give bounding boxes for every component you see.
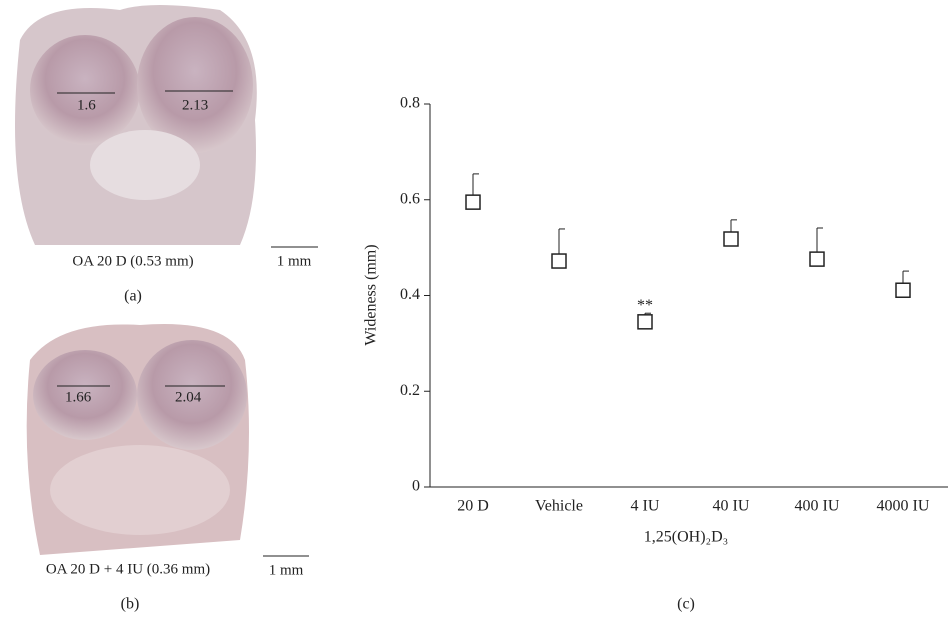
marker: [466, 195, 480, 209]
y-axis-title: Wideness (mm): [363, 244, 380, 345]
panel-label: (b): [121, 596, 140, 613]
x-tick-label: 4000 IU: [877, 498, 930, 515]
annotation: **: [637, 297, 653, 314]
x-axis-title: 1,25(OH)₂D₃: [644, 529, 728, 546]
measure: 2.04: [175, 389, 202, 405]
x-tick-label: 4 IU: [631, 498, 660, 515]
x-tick-label: 400 IU: [795, 498, 840, 515]
marker: [896, 283, 910, 297]
measure: 1.66: [65, 389, 92, 405]
marker: [552, 254, 566, 268]
y-tick-label: 0.6: [400, 190, 420, 207]
marker: [810, 252, 824, 266]
y-tick-label: 0.2: [400, 382, 420, 399]
caption: OA 20 D (0.53 mm): [72, 253, 193, 269]
figure: 1.6 2.13 OA 20 D (0.53 mm) 1 mm (a) 1.66…: [0, 0, 948, 619]
x-tick-label: 40 IU: [713, 498, 750, 515]
y-tick-label: 0.8: [400, 95, 420, 112]
scale-bar-label: 1 mm: [277, 253, 312, 269]
x-tick-label: Vehicle: [535, 498, 583, 515]
photo-a: 1.6 2.13 OA 20 D (0.53 mm) 1 mm (a): [15, 5, 318, 305]
x-tick-label: 20 D: [457, 498, 489, 515]
measure: 1.6: [77, 97, 96, 113]
y-tick-label: 0.4: [400, 286, 420, 303]
photo-b: 1.66 2.04 OA 20 D + 4 IU (0.36 mm) 1 mm …: [27, 324, 309, 613]
y-tick-label: 0: [412, 478, 420, 495]
marker: [638, 315, 652, 329]
caption: OA 20 D + 4 IU (0.36 mm): [46, 561, 210, 577]
panel-label: (c): [677, 596, 695, 613]
marker: [724, 232, 738, 246]
panel-label: (a): [124, 288, 142, 305]
measure: 2.13: [182, 97, 208, 113]
scale-bar-label: 1 mm: [269, 562, 304, 578]
